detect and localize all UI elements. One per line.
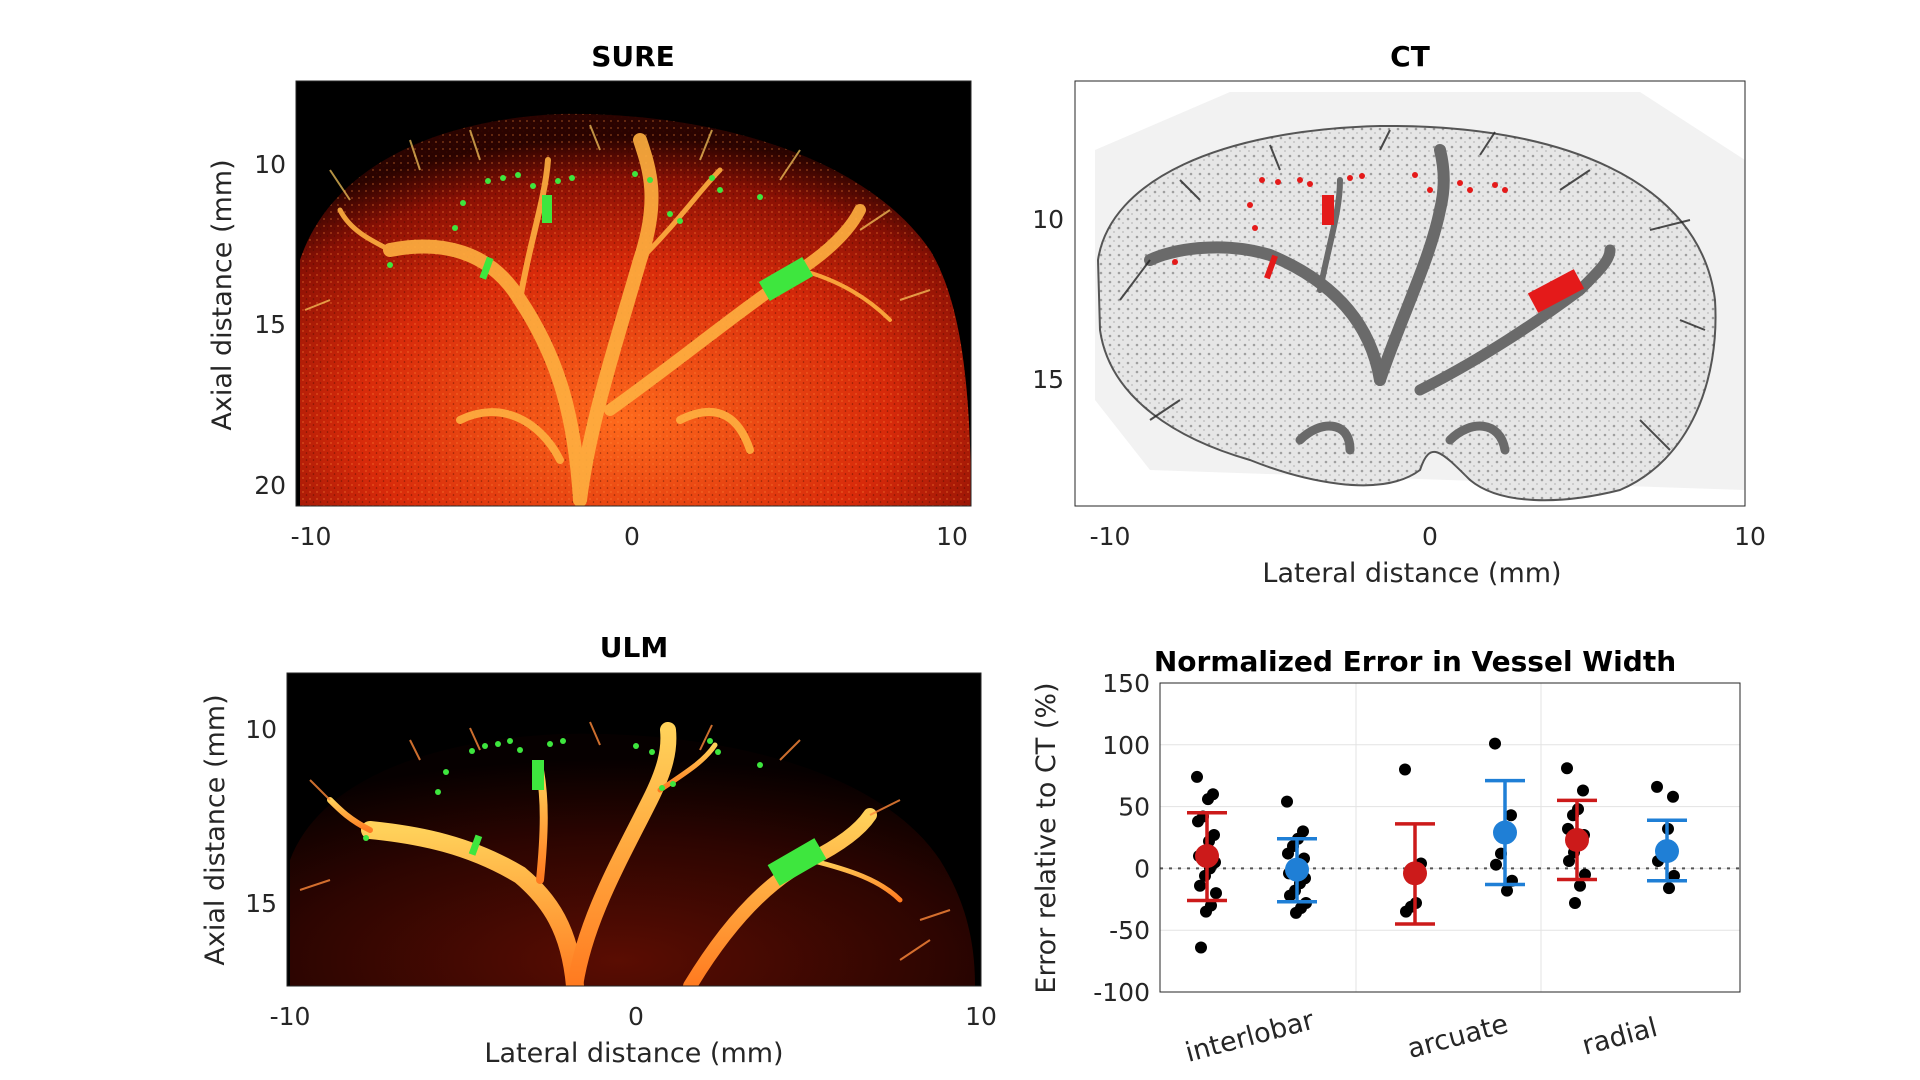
data-point	[1200, 905, 1212, 918]
sure-xtick-10: 10	[936, 522, 968, 551]
ulm-x-ticks: -10 0 10	[270, 1002, 997, 1031]
ulm-vessel-markers	[363, 738, 827, 886]
chart-y-ticks: -100 -50 0 50 100 150	[1093, 669, 1150, 1007]
data-point	[1489, 737, 1501, 750]
chart-title: Normalized Error in Vessel Width	[1154, 645, 1676, 678]
ct-title: CT	[1390, 40, 1430, 73]
data-point	[1282, 847, 1294, 860]
ulm-xtick-neg10: -10	[270, 1002, 311, 1031]
sure-panel: SURE	[207, 40, 972, 551]
ct-vessel-markers	[1172, 172, 1585, 313]
chart-ytick-label: 50	[1118, 793, 1150, 822]
data-point	[1210, 887, 1222, 900]
chart-ytick-label: -100	[1093, 978, 1150, 1007]
chart-xtick-label: radial	[1579, 1012, 1661, 1062]
ulm-image	[287, 673, 981, 986]
data-point	[1569, 897, 1581, 910]
data-point	[1561, 762, 1573, 775]
sure-vessel-markers	[387, 171, 814, 302]
mean-marker	[1655, 839, 1679, 864]
mean-marker	[1493, 820, 1517, 845]
series-group	[1187, 762, 1597, 954]
ct-x-ticks: -10 0 10	[1090, 522, 1766, 551]
data-point	[1579, 868, 1591, 881]
chart-marks	[1187, 737, 1687, 954]
data-point	[1194, 879, 1206, 892]
error-chart: Normalized Error in Vessel Width -100 -50…	[1031, 645, 1741, 1069]
data-point	[1667, 790, 1679, 803]
sure-xtick-0: 0	[624, 522, 640, 551]
chart-ytick-label: 0	[1134, 854, 1150, 883]
sure-ytick-10: 10	[254, 150, 286, 179]
data-point	[1195, 941, 1207, 954]
ulm-xlabel: Lateral distance (mm)	[484, 1038, 783, 1069]
chart-ytick-label: 150	[1102, 669, 1150, 698]
sure-title: SURE	[591, 40, 675, 73]
data-point	[1400, 905, 1412, 918]
data-point	[1191, 770, 1203, 783]
sure-ylabel: Axial distance (mm)	[207, 159, 238, 430]
mean-marker	[1285, 857, 1309, 882]
mean-marker	[1403, 861, 1427, 886]
data-point	[1663, 882, 1675, 895]
ct-xtick-neg10: -10	[1090, 522, 1131, 551]
ct-ytick-10: 10	[1032, 205, 1064, 234]
ct-panel: CT	[1032, 40, 1766, 589]
chart-xtick-label: interlobar	[1182, 1005, 1318, 1069]
data-point	[1563, 854, 1575, 867]
chart-axes-box	[1159, 682, 1741, 993]
sure-ytick-20: 20	[254, 471, 286, 500]
ct-y-ticks: 10 15	[1032, 205, 1064, 394]
ulm-xtick-10: 10	[965, 1002, 997, 1031]
ulm-panel: ULM	[200, 631, 997, 1069]
chart-grid	[1160, 682, 1740, 993]
chart-ylabel: Error relative to CT (%)	[1031, 682, 1062, 993]
ulm-title: ULM	[600, 631, 668, 664]
sure-y-ticks: 10 15 20	[254, 150, 286, 500]
data-point	[1284, 889, 1296, 902]
data-point	[1290, 906, 1302, 919]
sure-xtick-neg10: -10	[291, 522, 332, 551]
ct-xtick-0: 0	[1422, 522, 1438, 551]
ct-xtick-10: 10	[1734, 522, 1766, 551]
data-point	[1651, 780, 1663, 793]
sure-ytick-15: 15	[254, 310, 286, 339]
ulm-ytick-10: 10	[245, 715, 277, 744]
data-point	[1501, 884, 1513, 897]
data-point	[1399, 763, 1411, 776]
ct-ytick-15: 15	[1032, 365, 1064, 394]
series-group	[1277, 737, 1687, 919]
ulm-ytick-15: 15	[245, 889, 277, 918]
data-point	[1281, 795, 1293, 808]
chart-ytick-label: -50	[1109, 916, 1150, 945]
ct-image	[1075, 81, 1745, 506]
data-point	[1505, 809, 1517, 822]
ct-xlabel: Lateral distance (mm)	[1262, 558, 1561, 589]
data-point	[1574, 879, 1586, 892]
chart-x-ticks: interlobar arcuate radial	[1182, 1005, 1661, 1069]
sure-x-ticks: -10 0 10	[291, 522, 968, 551]
data-point	[1577, 784, 1589, 797]
mean-marker	[1195, 844, 1219, 869]
data-point	[1490, 858, 1502, 871]
mean-marker	[1565, 827, 1589, 852]
chart-ytick-label: 100	[1102, 731, 1150, 760]
data-point	[1668, 869, 1680, 882]
sure-image	[296, 81, 971, 506]
chart-xtick-label: arcuate	[1404, 1009, 1511, 1066]
data-point	[1202, 793, 1214, 806]
ulm-ylabel: Axial distance (mm)	[200, 694, 231, 965]
ulm-xtick-0: 0	[628, 1002, 644, 1031]
data-point	[1192, 815, 1204, 828]
ulm-y-ticks: 10 15	[245, 715, 277, 918]
